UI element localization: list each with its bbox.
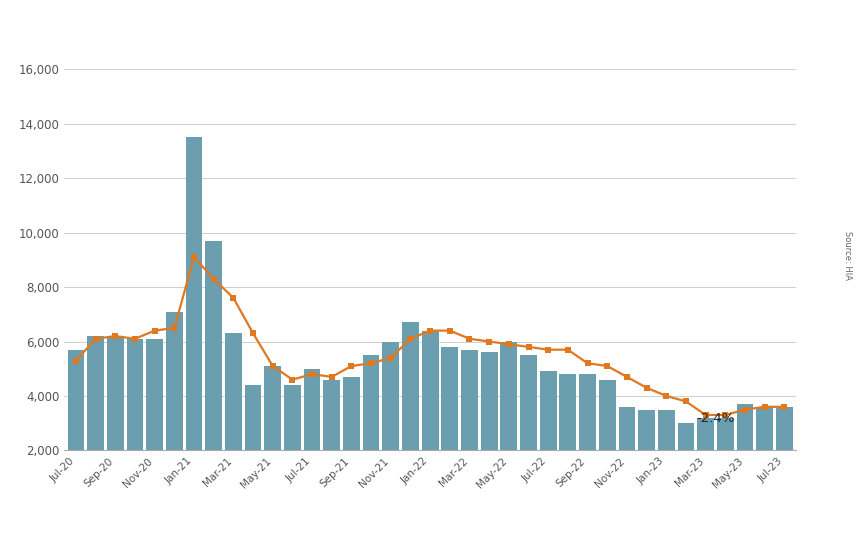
Text: (SEASONALLY ADJUSTED): (SEASONALLY ADJUSTED) [507, 23, 704, 38]
Bar [442, 347, 458, 505]
Bar [383, 342, 399, 505]
Text: PRIVATE NEW HOUSE SALES -  AUSTRALIA: PRIVATE NEW HOUSE SALES - AUSTRALIA [15, 22, 425, 39]
Bar [756, 407, 773, 505]
Bar [678, 423, 694, 505]
Bar [698, 418, 714, 505]
Bar [481, 352, 497, 505]
Bar [324, 379, 340, 505]
Bar [736, 404, 753, 505]
Text: -2.4%: -2.4% [696, 412, 734, 425]
Bar [284, 385, 300, 505]
Bar [225, 333, 241, 505]
Bar [560, 374, 576, 505]
Bar [146, 339, 163, 505]
Bar [186, 138, 202, 505]
Bar [658, 409, 675, 505]
Text: Source: HIA: Source: HIA [842, 231, 852, 280]
Bar [619, 407, 635, 505]
Bar [580, 374, 596, 505]
Bar [68, 350, 85, 505]
Bar [402, 322, 419, 505]
Bar [422, 330, 438, 505]
Bar [461, 350, 478, 505]
Bar [87, 336, 104, 505]
Bar [639, 409, 655, 505]
Bar [540, 372, 556, 505]
Bar [599, 379, 615, 505]
Bar [245, 385, 261, 505]
Bar [776, 407, 793, 505]
Bar [107, 336, 124, 505]
Bar [716, 418, 734, 505]
Bar [265, 366, 281, 505]
Bar [501, 342, 517, 505]
Bar [166, 312, 182, 505]
Bar [304, 369, 320, 505]
Bar [520, 355, 537, 505]
Bar [205, 241, 222, 505]
Bar [363, 355, 379, 505]
Bar [343, 377, 360, 505]
Bar [127, 339, 144, 505]
